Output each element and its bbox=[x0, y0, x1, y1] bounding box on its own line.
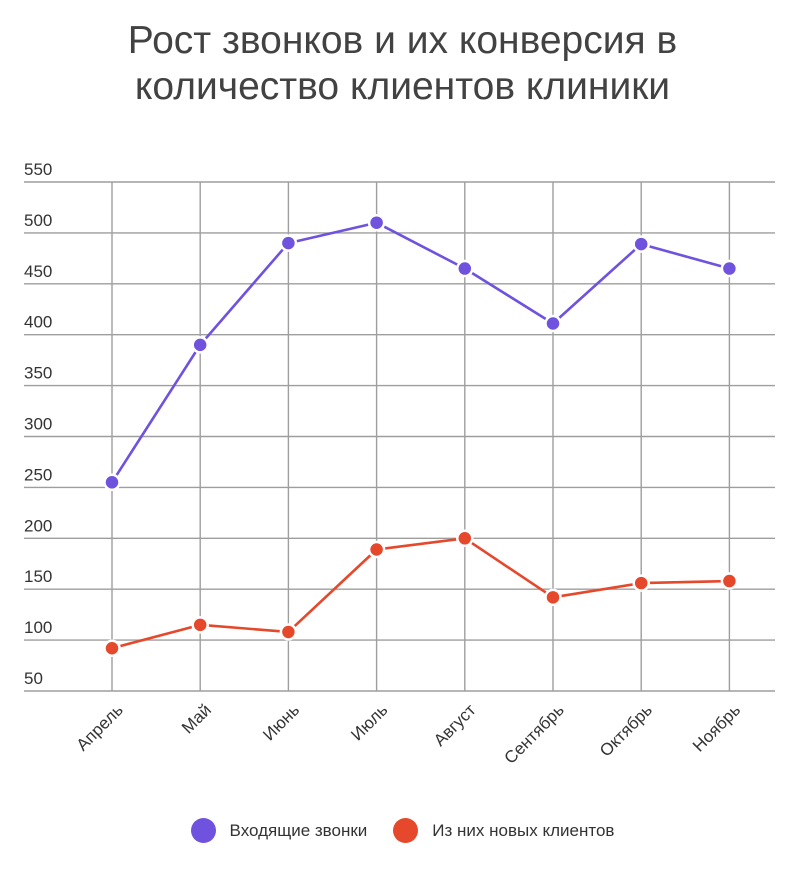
series-1-point bbox=[720, 572, 739, 590]
y-tick-label: 350 bbox=[24, 364, 52, 383]
y-tick-label: 450 bbox=[24, 262, 52, 281]
series-0-point bbox=[367, 213, 386, 232]
y-tick-label: 100 bbox=[24, 618, 52, 637]
x-tick-label: Октябрь bbox=[596, 700, 656, 760]
series-0-point bbox=[191, 336, 209, 354]
y-tick-label: 300 bbox=[24, 415, 52, 434]
x-tick-label: Апрель bbox=[73, 700, 127, 754]
chart-title-line-2: количество клиентов клиники bbox=[134, 65, 671, 108]
y-tick-label: 250 bbox=[24, 465, 52, 484]
grid-lines bbox=[24, 181, 775, 692]
x-tick-label: Ноябрь bbox=[689, 700, 744, 755]
series-0-point bbox=[720, 259, 739, 278]
series-0-point bbox=[632, 235, 650, 253]
y-tick-label: 50 bbox=[24, 669, 43, 688]
legend-marker-calls bbox=[190, 818, 216, 843]
series-group bbox=[103, 213, 739, 657]
line-chart: 50 100 150 200 250 300 350 400 450 500 550 Апрель М… bbox=[24, 160, 775, 768]
y-axis-ticks: 50 100 150 200 250 300 350 400 450 500 550 bbox=[24, 160, 52, 688]
series-1-point bbox=[632, 574, 650, 592]
series-0-point bbox=[456, 259, 474, 278]
y-tick-label: 400 bbox=[24, 313, 52, 332]
x-tick-label: Сентябрь bbox=[501, 700, 568, 767]
legend-label-calls: Входящие звонки bbox=[229, 820, 368, 840]
y-tick-label: 550 bbox=[24, 160, 52, 179]
series-0-point bbox=[103, 473, 121, 492]
series-line-1 bbox=[111, 536, 730, 650]
legend: Входящие звонки Из них новых клиентов bbox=[0, 818, 805, 843]
x-tick-label: Июнь bbox=[259, 700, 303, 744]
chart-title: Рост звонков и их конверсия в количество… bbox=[0, 18, 805, 110]
y-tick-label: 500 bbox=[24, 211, 52, 230]
series-1-point bbox=[191, 616, 209, 634]
chart-title-line-1: Рост звонков и их конверсия в bbox=[127, 19, 678, 62]
legend-label-clients: Из них новых клиентов bbox=[432, 820, 615, 840]
series-1-point bbox=[279, 623, 298, 641]
x-tick-label: Июль bbox=[347, 700, 391, 744]
legend-marker-clients bbox=[393, 818, 419, 843]
series-1-point bbox=[544, 588, 562, 607]
series-0-point bbox=[544, 314, 562, 333]
series-1-point bbox=[103, 639, 121, 657]
x-axis-ticks: Апрель Май Июнь Июль Август Сентябрь Октябрь Но… bbox=[73, 700, 745, 767]
series-1-point bbox=[367, 540, 386, 559]
series-1-point bbox=[456, 529, 474, 548]
x-tick-label: Август bbox=[430, 700, 480, 750]
series-0-point bbox=[279, 234, 298, 252]
y-tick-label: 150 bbox=[24, 567, 52, 586]
legend-item-calls: Входящие звонки bbox=[190, 818, 368, 843]
y-tick-label: 200 bbox=[24, 516, 52, 535]
legend-item-clients: Из них новых клиентов bbox=[393, 818, 614, 843]
series-line-0 bbox=[110, 221, 730, 484]
x-tick-label: Май bbox=[178, 700, 215, 737]
